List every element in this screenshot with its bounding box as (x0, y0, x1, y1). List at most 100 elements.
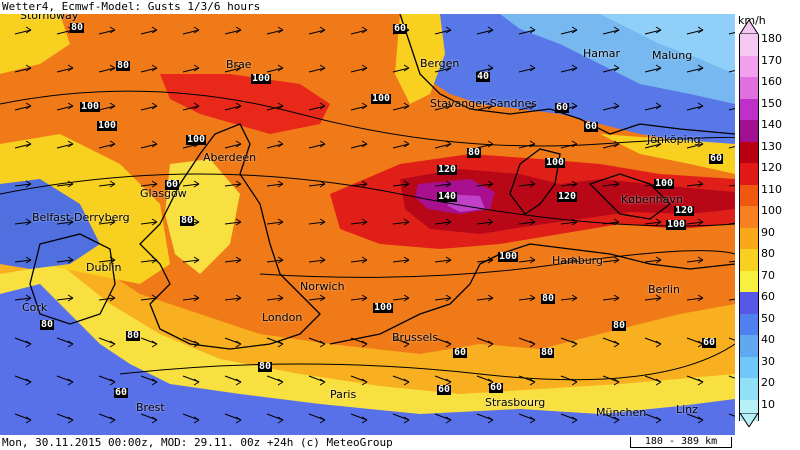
legend-label: 40 (761, 333, 775, 346)
gust-map: Stornoway Brae Bergen Hamar Malung Stava… (0, 14, 735, 435)
legend-label: 160 (761, 75, 782, 88)
city-label: Hamar (583, 47, 620, 60)
isoline-label: 60 (489, 382, 504, 393)
city-label: London (262, 311, 303, 324)
city-label: Hamburg (552, 254, 603, 267)
isoline-label: 80 (126, 330, 141, 341)
legend-swatch (739, 249, 759, 271)
isoline-label: 100 (371, 93, 392, 104)
isoline-label: 80 (612, 320, 627, 331)
city-label: Strasbourg (485, 396, 546, 409)
legend-label: 20 (761, 376, 775, 389)
isoline-label: 60 (453, 347, 468, 358)
city-label: Brussels (392, 331, 439, 344)
city-label: München (596, 406, 647, 419)
isoline-label: 120 (437, 164, 458, 175)
isoline-label: 120 (674, 205, 695, 216)
legend-swatch (739, 55, 759, 77)
city-label: Aberdeen (203, 151, 257, 164)
isoline-label: 100 (545, 157, 566, 168)
legend-label: 50 (761, 311, 775, 325)
legend-label: 170 (761, 53, 782, 67)
legend-swatch (739, 227, 759, 249)
isoline-label: 100 (186, 134, 207, 145)
city-label: Norwich (300, 280, 345, 293)
isoline-label: 80 (116, 60, 131, 71)
legend-label: 80 (761, 247, 775, 260)
legend-swatch (739, 120, 759, 142)
legend-swatch (739, 378, 759, 400)
color-legend: km/h 180 170 160 150 140 130 120 110 100 90 80 70 60… (735, 0, 800, 450)
isoline-label: 60 (555, 102, 570, 113)
footer-timestamp: Mon, 30.11.2015 00:00z, MOD: 29.11. 00z … (0, 435, 737, 450)
legend-swatch (739, 356, 759, 378)
legend-unit: km/h (738, 14, 766, 27)
city-label: Dublin (86, 261, 122, 274)
legend-swatch (739, 98, 759, 120)
isoline-label: 100 (654, 178, 675, 189)
isoline-label: 140 (437, 191, 458, 202)
legend-swatch (739, 206, 759, 228)
legend-label: 90 (761, 225, 775, 239)
isoline-label: 80 (70, 22, 85, 33)
isoline-label: 80 (40, 319, 55, 330)
map-fields (0, 14, 735, 435)
legend-label: 130 (761, 139, 782, 153)
isoline-label: 100 (251, 73, 272, 84)
legend-swatch (739, 34, 759, 56)
isoline-label: 80 (258, 361, 273, 372)
isoline-label: 80 (541, 293, 556, 304)
city-label: Bergen (420, 57, 460, 70)
legend-swatch (739, 77, 759, 99)
city-label: Linz (676, 403, 698, 416)
legend-swatch (739, 313, 759, 335)
isoline-label: 40 (476, 71, 491, 82)
isoline-label: 60 (437, 384, 452, 395)
legend-swatch (739, 292, 759, 314)
isoline-label: 60 (393, 23, 408, 34)
legend-label: 180 (761, 32, 782, 45)
isoline-label: 80 (540, 347, 555, 358)
isoline-label: 80 (180, 215, 195, 226)
legend-label: 100 (761, 204, 782, 217)
city-label: Belfast-Derryberg (32, 211, 130, 224)
city-label: Stornoway (20, 14, 79, 22)
legend-label: 60 (761, 290, 775, 303)
city-label: Stavanger-Sandnes (430, 97, 537, 110)
city-label: Paris (330, 388, 357, 401)
legend-label: 30 (761, 354, 775, 368)
isoline-label: 60 (165, 179, 180, 190)
map-title: Wetter4, Ecmwf-Model: Gusts 1/3/6 hours (0, 0, 737, 14)
isoline-label: 60 (584, 121, 599, 132)
city-label: Malung (652, 49, 693, 62)
isoline-label: 120 (557, 191, 578, 202)
city-label: Jönköping (647, 133, 701, 146)
legend-label: 10 (761, 397, 775, 411)
legend-label: 140 (761, 118, 782, 131)
legend-label: 110 (761, 182, 782, 196)
isoline-label: 80 (467, 147, 482, 158)
legend-swatch (739, 335, 759, 357)
isoline-label: 60 (702, 337, 717, 348)
isoline-label: 100 (80, 101, 101, 112)
city-label: Brae (226, 58, 252, 71)
legend-swatch (739, 163, 759, 185)
legend-label: 70 (761, 268, 775, 282)
isoline-label: 100 (498, 251, 519, 262)
legend-swatch (739, 141, 759, 163)
legend-label: 120 (761, 161, 782, 174)
isoline-label: 100 (666, 219, 687, 230)
city-label: København (621, 193, 683, 206)
city-label: Glasgow (140, 187, 187, 200)
isoline-label: 100 (373, 302, 394, 313)
isoline-label: 60 (709, 153, 724, 164)
city-label: Berlin (648, 283, 680, 296)
isoline-label: 60 (114, 387, 129, 398)
scale-bar: 180 - 389 km (630, 437, 732, 448)
legend-label: 150 (761, 96, 782, 110)
city-label: Cork (22, 301, 48, 314)
city-label: Brest (136, 401, 165, 414)
legend-swatch (739, 270, 759, 292)
legend-swatch (739, 184, 759, 206)
isoline-label: 100 (97, 120, 118, 131)
